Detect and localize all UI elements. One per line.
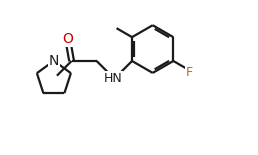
Text: N: N bbox=[49, 54, 59, 68]
Text: HN: HN bbox=[104, 72, 123, 85]
Text: F: F bbox=[186, 66, 192, 79]
Text: O: O bbox=[63, 32, 74, 46]
